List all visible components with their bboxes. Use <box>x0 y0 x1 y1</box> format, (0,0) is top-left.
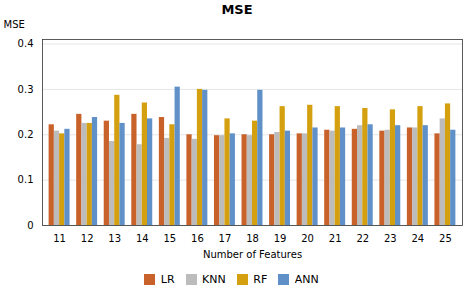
html-text:ANN: ANN <box>294 273 319 286</box>
svg-text:0.4: 0.4 <box>18 38 34 49</box>
svg-text:0: 0 <box>27 220 33 231</box>
svg-text:17: 17 <box>219 233 232 244</box>
svg-text:18: 18 <box>246 233 259 244</box>
html-text:RF: RF <box>253 273 268 286</box>
svg-text:MSE: MSE <box>4 19 25 30</box>
html-text:MSE: MSE <box>221 2 253 17</box>
svg-text:13: 13 <box>108 233 121 244</box>
svg-text:19: 19 <box>274 233 287 244</box>
svg-text:0.1: 0.1 <box>18 174 34 185</box>
svg-text:22: 22 <box>356 233 369 244</box>
svg-text:12: 12 <box>81 233 94 244</box>
svg-text:16: 16 <box>191 233 204 244</box>
svg-text:25: 25 <box>439 233 452 244</box>
svg-text:0.3: 0.3 <box>18 84 34 95</box>
svg-text:11: 11 <box>53 233 66 244</box>
svg-text:Number of Features: Number of Features <box>203 249 302 260</box>
svg-text:21: 21 <box>329 233 342 244</box>
svg-text:0.2: 0.2 <box>18 129 34 140</box>
html-text:LR: LR <box>160 273 175 286</box>
svg-text:14: 14 <box>136 233 149 244</box>
svg-text:23: 23 <box>384 233 397 244</box>
svg-text:20: 20 <box>301 233 314 244</box>
svg-text:24: 24 <box>411 233 424 244</box>
svg-text:15: 15 <box>163 233 176 244</box>
html-text:KNN: KNN <box>202 273 226 286</box>
